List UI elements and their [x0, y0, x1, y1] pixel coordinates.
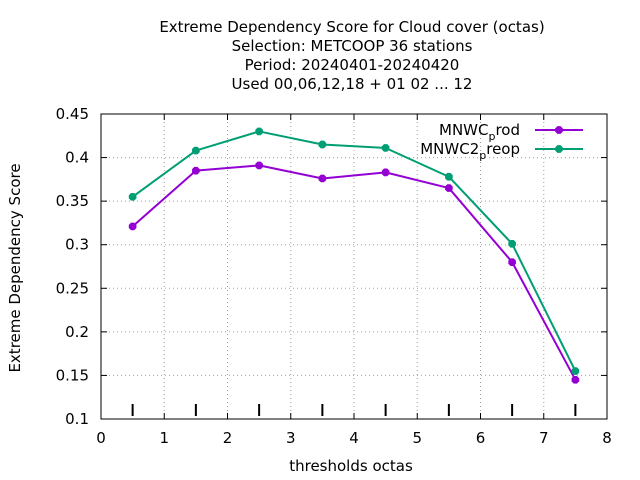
y-tick-label: 0.45 — [56, 105, 89, 123]
x-tick-label: 0 — [96, 429, 106, 447]
series-line — [132, 130, 577, 372]
data-point — [445, 172, 453, 181]
x-tick-label: 7 — [539, 429, 549, 447]
title-line-4: Used 00,06,12,18 + 01 02 ... 12 — [232, 75, 473, 93]
title-line-3: Period: 20240401-20240420 — [245, 56, 460, 74]
series-layer — [128, 127, 580, 384]
chart-title: Extreme Dependency Score for Cloud cover… — [159, 18, 544, 93]
series-line — [131, 164, 577, 381]
data-point — [381, 144, 390, 152]
data-point — [255, 127, 263, 136]
data-point — [571, 375, 580, 384]
data-point — [255, 161, 263, 170]
data-point — [571, 367, 580, 375]
data-point — [381, 168, 390, 177]
y-tick-label: 0.3 — [65, 236, 89, 254]
series-MNWC2_preop — [128, 127, 580, 375]
data-point — [128, 192, 137, 201]
data-point — [128, 222, 137, 231]
y-tick-label: 0.25 — [56, 279, 89, 297]
data-point — [318, 140, 327, 149]
x-tick-label: 8 — [602, 429, 612, 447]
legend-label: MNWCprod — [439, 121, 520, 143]
x-tick-label: 1 — [159, 429, 169, 447]
y-tick-label: 0.2 — [65, 323, 89, 341]
x-tick-label: 4 — [349, 429, 359, 447]
x-tick-label: 3 — [286, 429, 296, 447]
x-axis-label: thresholds octas — [289, 457, 413, 475]
title-line-1: Extreme Dependency Score for Cloud cover… — [159, 18, 544, 36]
legend-label: MNWC2preop — [420, 140, 520, 162]
axis-ticks — [100, 113, 608, 420]
y-tick-label: 0.15 — [56, 366, 89, 384]
data-point — [192, 166, 200, 175]
y-axis-label: Extreme Dependency Score — [6, 163, 24, 372]
series-MNWC_prod — [128, 161, 580, 384]
data-point — [508, 240, 516, 248]
x-tick-label: 2 — [223, 429, 233, 447]
y-tick-label: 0.4 — [65, 149, 89, 167]
data-point — [508, 258, 516, 266]
title-line-2: Selection: METCOOP 36 stations — [232, 37, 473, 55]
y-tick-labels: 0.1 0.15 0.2 0.25 0.3 0.35 0.4 0.45 — [56, 105, 89, 428]
threshold-markers — [131, 404, 577, 416]
data-point — [318, 174, 327, 183]
y-tick-label: 0.1 — [65, 410, 89, 428]
legend-marker — [555, 145, 563, 153]
data-point — [192, 146, 200, 155]
y-tick-label: 0.35 — [56, 192, 89, 210]
x-tick-label: 5 — [412, 429, 422, 447]
data-point — [445, 184, 453, 192]
legend-marker — [555, 126, 563, 134]
x-tick-label: 6 — [476, 429, 486, 447]
grid — [101, 114, 607, 419]
x-tick-labels: 0 1 2 3 4 5 6 7 8 — [96, 429, 612, 447]
